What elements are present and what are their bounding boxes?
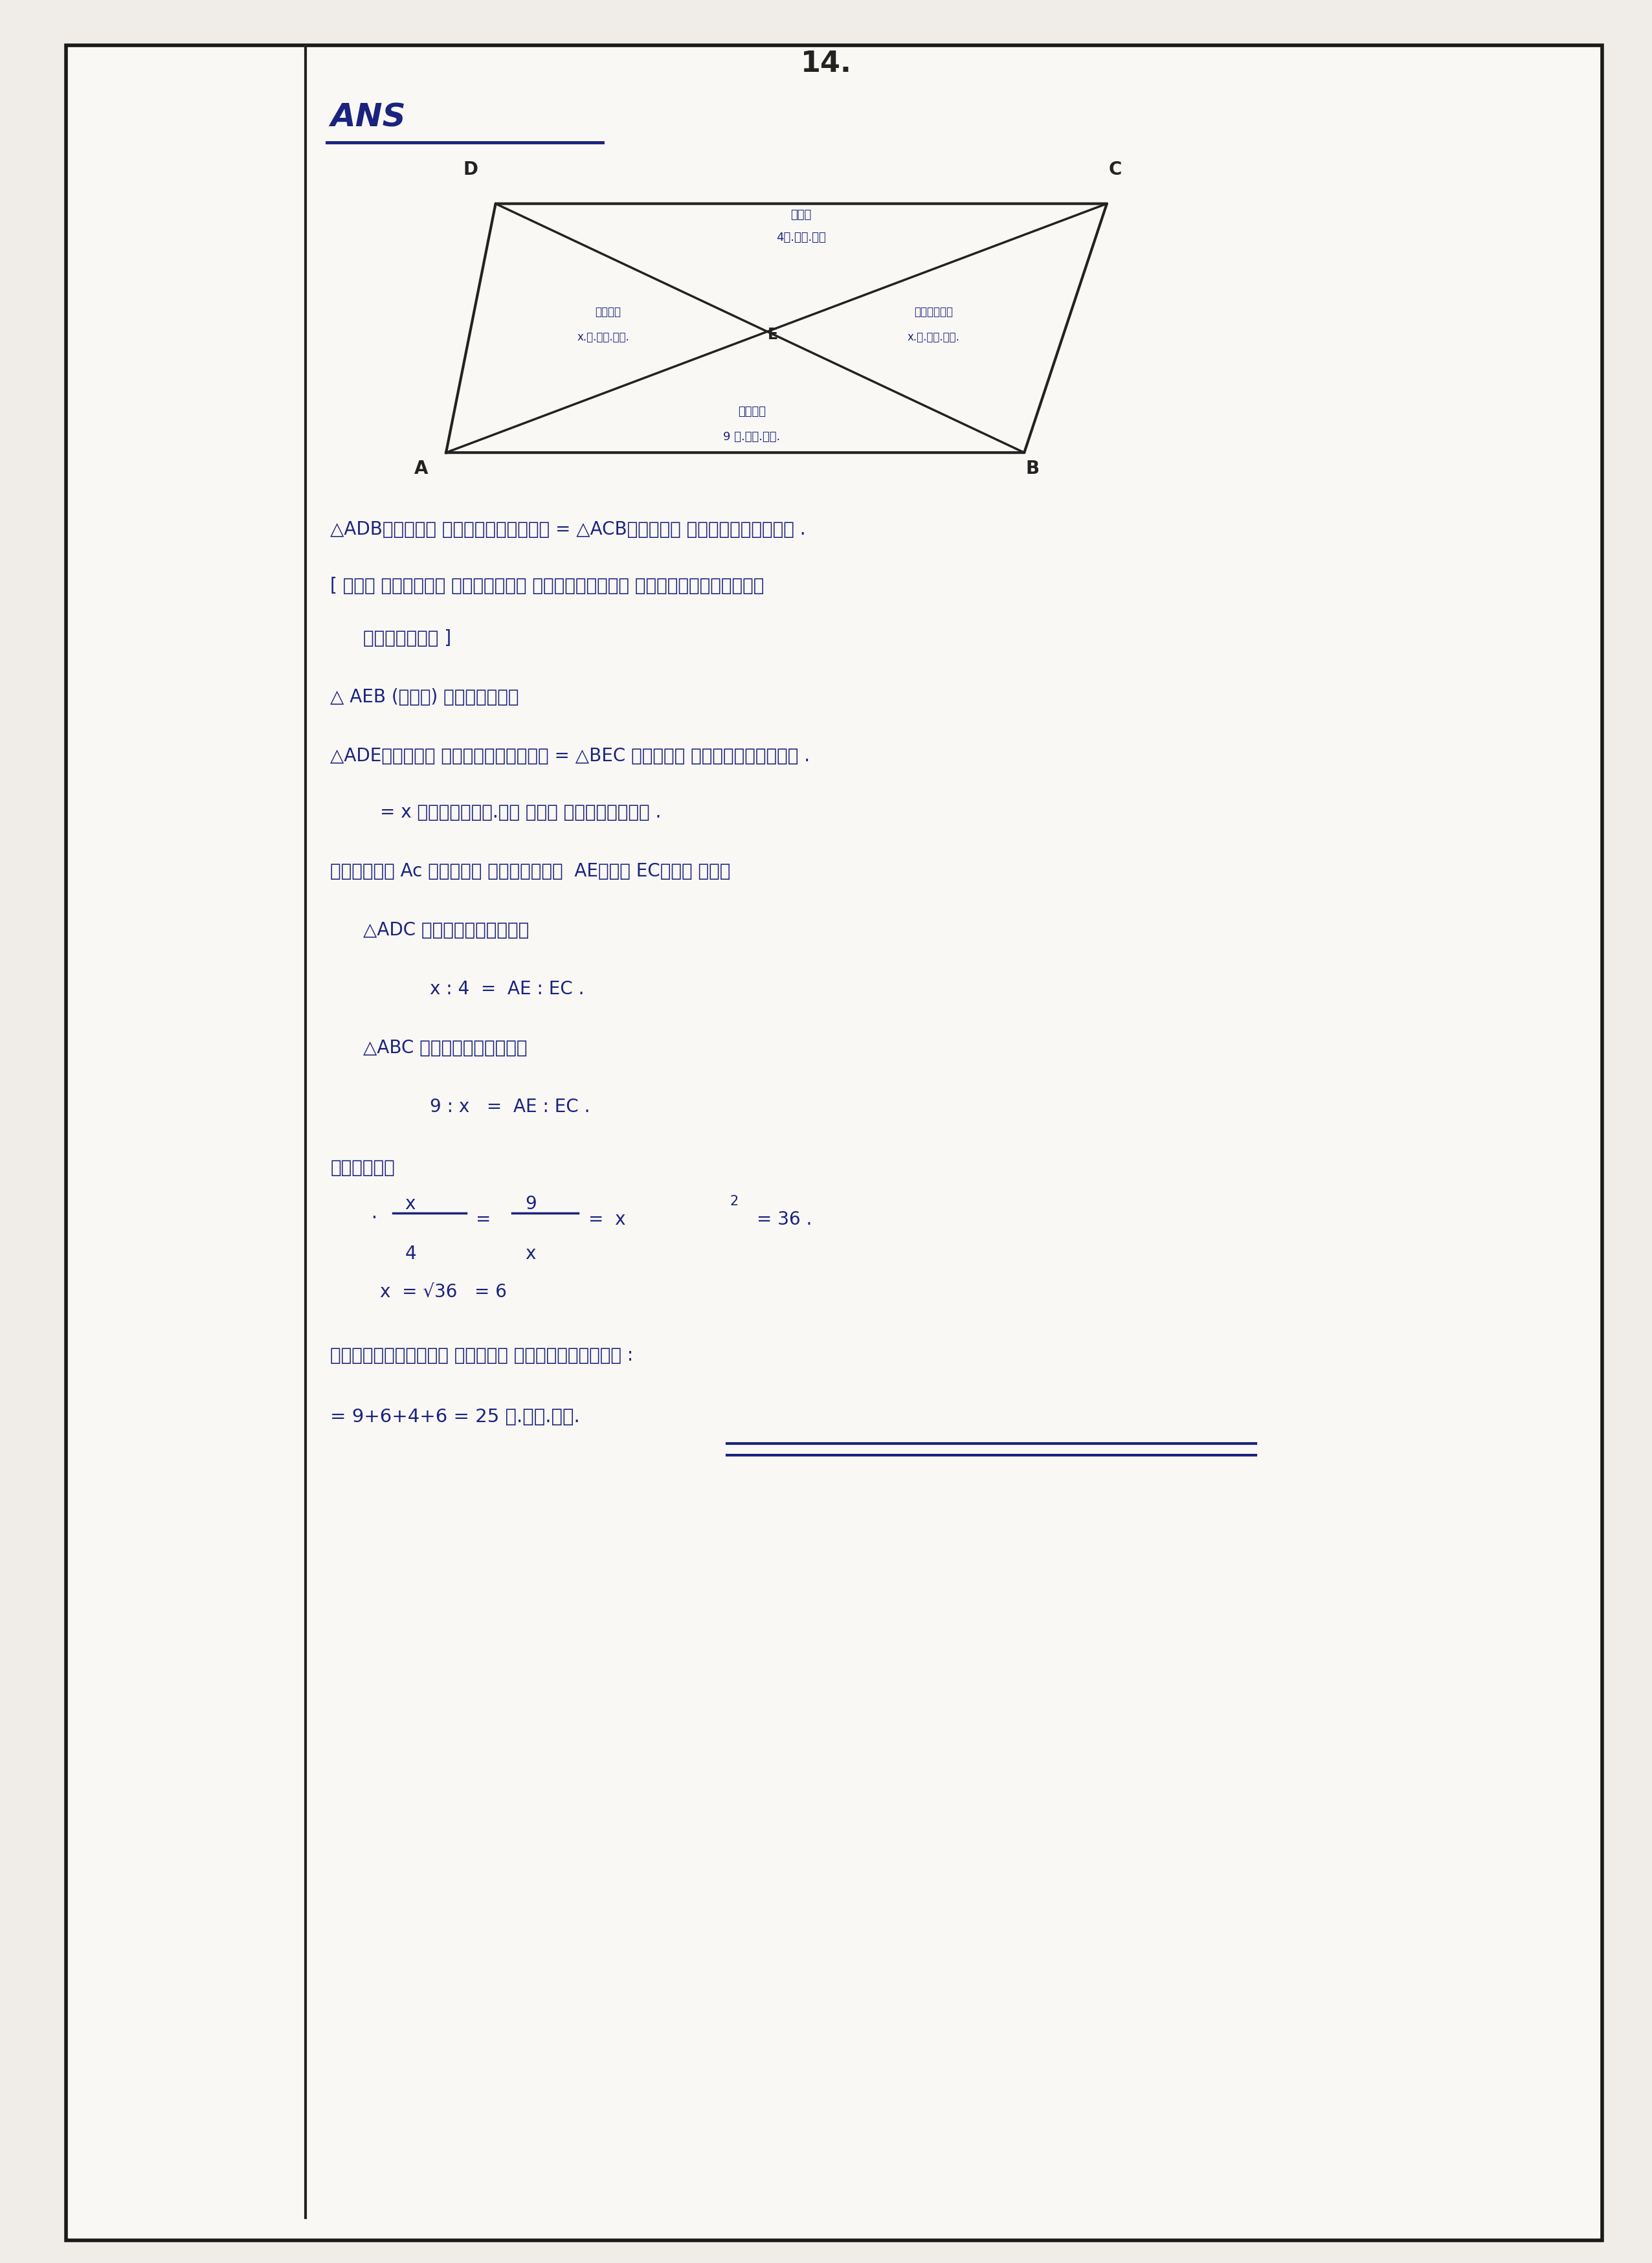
- Text: 9 : x   =  AE : EC .: 9 : x = AE : EC .: [430, 1098, 590, 1116]
- Text: △ADC എടുക്കിയാൻ: △ADC എടുക്കിയാൻ: [363, 921, 529, 939]
- Text: A: A: [415, 459, 428, 477]
- Text: x: x: [525, 1245, 535, 1263]
- Text: = 36 .: = 36 .: [757, 1211, 811, 1229]
- Text: =: =: [476, 1211, 491, 1229]
- Text: = x ചതുരസ്ര.സീ ആയി എടുക്കുക .: = x ചതുരസ്ര.സീ ആയി എടുക്കുക .: [380, 803, 661, 821]
- Text: .: .: [372, 1204, 377, 1222]
- Text: x.ച.സെ.മീ.: x.ച.സെ.മീ.: [577, 330, 629, 344]
- Text: x  = √36   = 6: x = √36 = 6: [380, 1283, 507, 1301]
- Text: ചാര്സ്: ചാര്സ്: [914, 306, 953, 319]
- Text: ലംബകളുടിന്റ ടോണ്ണ വിസ്തീര്ണം :: ലംബകളുടിന്റ ടോണ്ണ വിസ്തീര്ണം :: [330, 1346, 633, 1365]
- Text: =  x: = x: [588, 1211, 626, 1229]
- Text: = 9+6+4+6 = 25 ച.സെ.മീ.: = 9+6+4+6 = 25 ച.സെ.മീ.: [330, 1408, 580, 1426]
- Text: D: D: [463, 161, 479, 179]
- Text: 2: 2: [730, 1195, 738, 1208]
- FancyBboxPatch shape: [66, 45, 1602, 2240]
- Text: E: E: [768, 328, 778, 342]
- Text: 9: 9: [525, 1195, 537, 1213]
- Text: △ADBകുന്റ വിസ്തീര്ണം = △ACBകുന്റ വിസ്തീര്ണം .: △ADBകുന്റ വിസ്തീര്ണം = △ACBകുന്റ വിസ്തീര…: [330, 520, 806, 539]
- Text: അതായണ്: അതായണ്: [330, 1159, 395, 1177]
- Text: പാര്: പാര്: [595, 306, 621, 319]
- Text: x : 4  =  AE : EC .: x : 4 = AE : EC .: [430, 980, 583, 998]
- Text: C: C: [1108, 161, 1122, 179]
- Text: 9 ച.സെ.മീ.: 9 ച.സെ.മീ.: [724, 430, 780, 444]
- Text: [ ഒരേ പാദവും മേല്മൂള പാദത്തിന് സമാനതുല്യമായ: [ ഒരേ പാദവും മേല്മൂള പാദത്തിന് സമാനതുല്യ…: [330, 577, 765, 595]
- Text: △ABC എടുക്കിയാൻ: △ABC എടുക്കിയാൻ: [363, 1039, 527, 1057]
- Text: 14.: 14.: [801, 50, 851, 77]
- Text: വരയിലാം ]: വരയിലാം ]: [363, 629, 451, 647]
- Text: നില: നില: [791, 208, 811, 222]
- Text: x.ച.സെ.മീ.: x.ച.സെ.മീ.: [907, 330, 960, 344]
- Text: 4: 4: [405, 1245, 416, 1263]
- Text: x: x: [405, 1195, 415, 1213]
- Text: പാദം: പാദം: [738, 405, 765, 419]
- Text: △ADEകുന്റ വിസ്തീര്ണം = △BEC കുന്റ വിസ്തീര്ണം .: △ADEകുന്റ വിസ്തീര്ണം = △BEC കുന്റ വിസ്തീ…: [330, 747, 809, 765]
- Text: ANS: ANS: [330, 102, 406, 134]
- Text: B: B: [1026, 459, 1039, 477]
- Text: 4ച.സെ.മീ: 4ച.സെ.മീ: [776, 231, 826, 244]
- Text: വികർണം Ac കുന്റ ഭാഗങ്ങൾ  AEയും ECയും ആണ്: വികർണം Ac കുന്റ ഭാഗങ്ങൾ AEയും ECയും ആണ്: [330, 862, 730, 880]
- Text: △ AEB (നഹി) മാറിയാൻ: △ AEB (നഹി) മാറിയാൻ: [330, 688, 519, 706]
